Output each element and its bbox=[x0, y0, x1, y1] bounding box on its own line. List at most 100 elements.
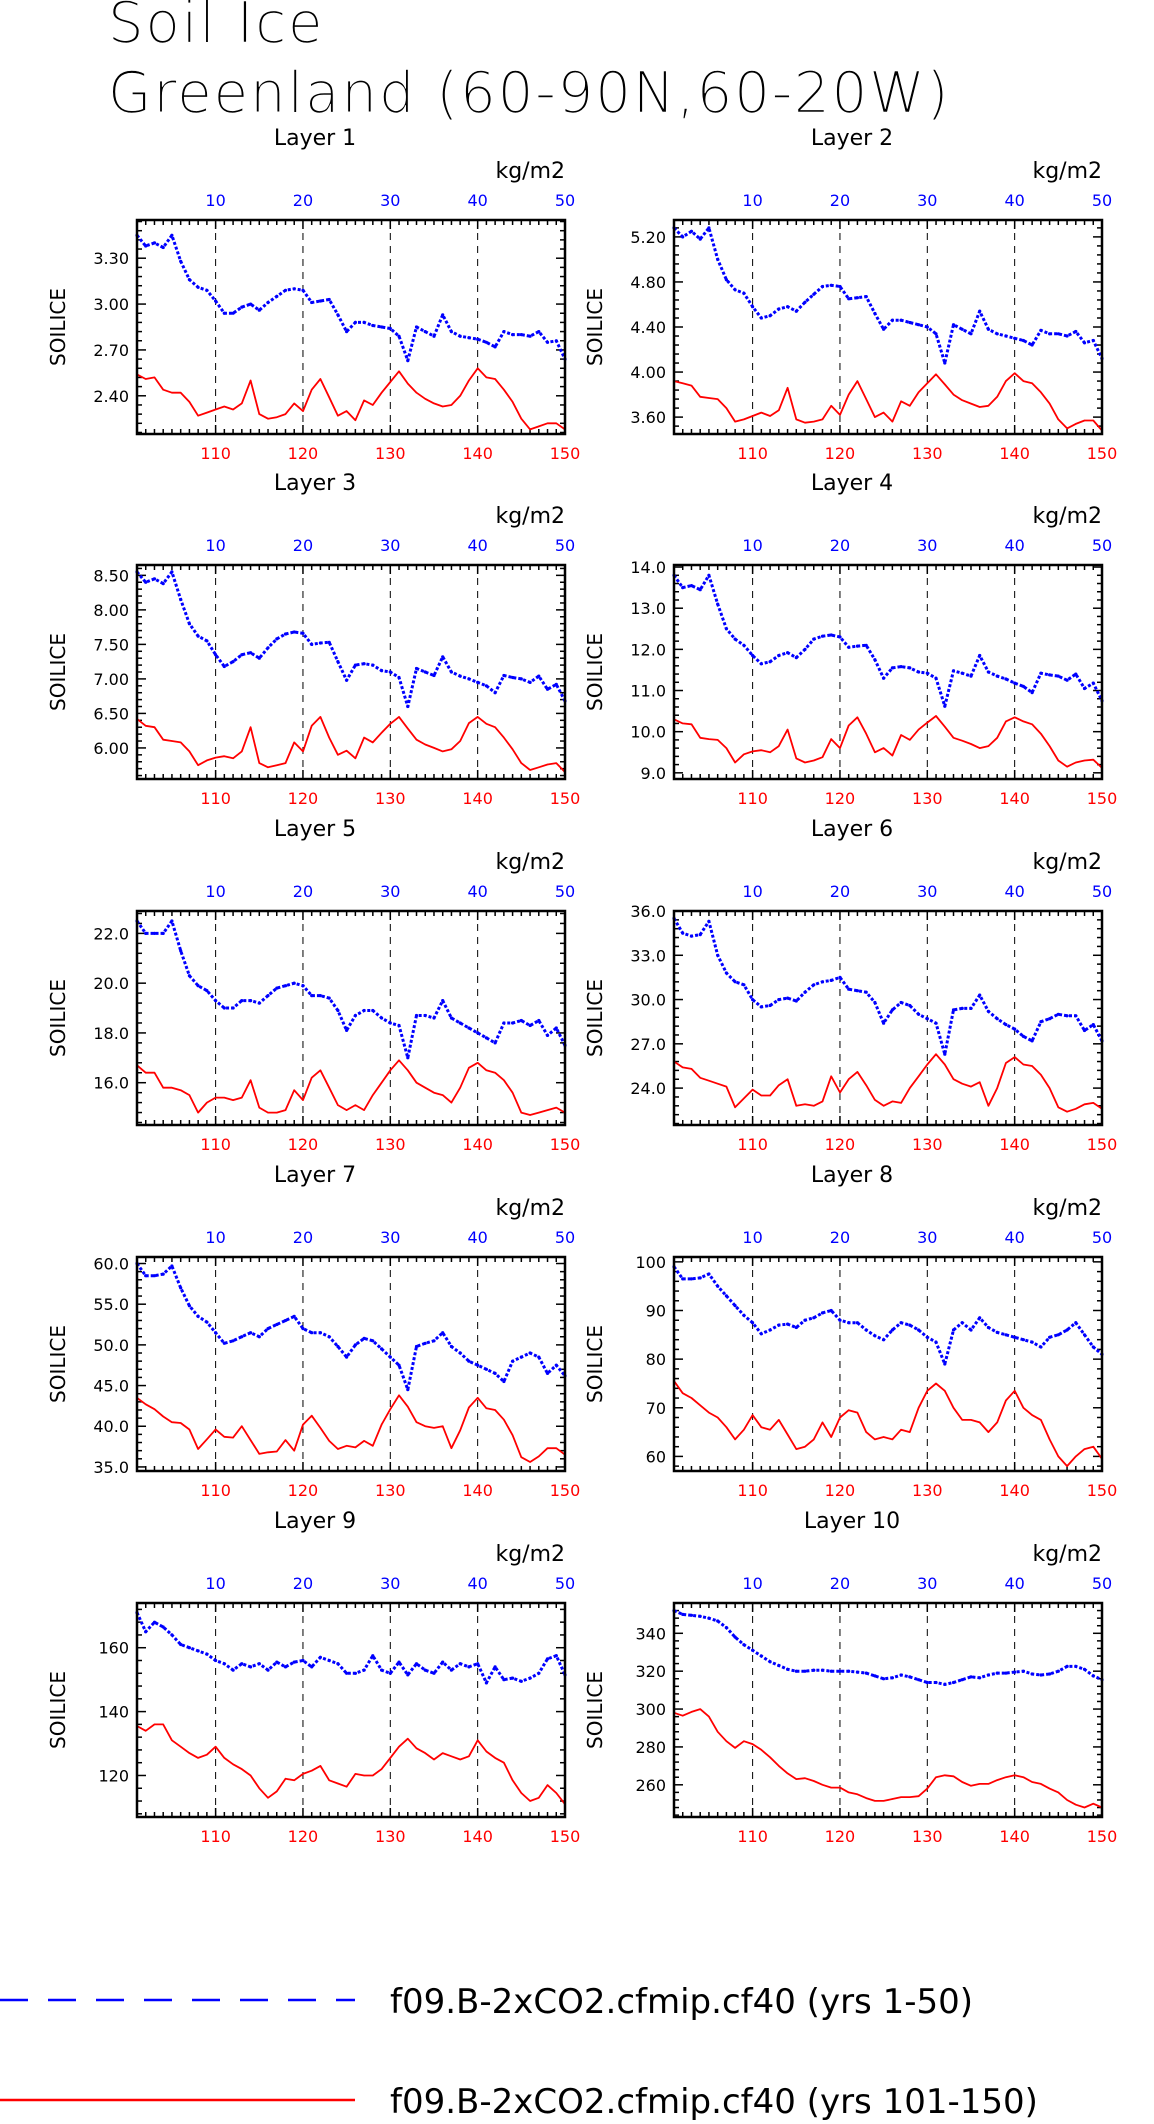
data-point-layer3-first-45 bbox=[519, 677, 523, 681]
data-point-layer2-first-6 bbox=[716, 257, 720, 261]
data-point-layer7-first-4 bbox=[161, 1272, 165, 1276]
data-point-layer3-first-40 bbox=[476, 680, 480, 685]
data-point-layer3-second-30 bbox=[389, 723, 391, 725]
data-point-layer4-first-30 bbox=[925, 671, 929, 675]
data-point-layer9-second-17 bbox=[276, 1790, 278, 1792]
data-point-layer7-first-11 bbox=[222, 1341, 226, 1345]
data-point-layer5-first-26 bbox=[353, 1013, 357, 1018]
x-top-tick-label-layer7-10: 10 bbox=[205, 1228, 225, 1247]
data-point-layer2-second-16 bbox=[804, 422, 806, 424]
data-point-layer3-second-24 bbox=[337, 754, 339, 756]
x-tick-label-layer5-120: 120 bbox=[288, 1135, 319, 1154]
data-point-layer3-second-6 bbox=[180, 741, 182, 744]
data-point-layer9-second-30 bbox=[389, 1757, 391, 1759]
data-point-layer6-second-14 bbox=[787, 1078, 789, 1080]
data-point-layer3-first-3 bbox=[152, 577, 157, 581]
data-point-layer6-first-37 bbox=[986, 1009, 991, 1014]
data-point-layer1-first-34 bbox=[423, 330, 427, 334]
data-point-layer7-second-19 bbox=[293, 1450, 295, 1452]
data-point-layer6-second-16 bbox=[804, 1103, 806, 1105]
data-point-layer5-first-32 bbox=[406, 1056, 410, 1060]
data-point-layer5-second-2 bbox=[145, 1072, 147, 1074]
data-point-layer5-first-35 bbox=[432, 1016, 436, 1020]
data-point-layer5-first-28 bbox=[371, 1008, 375, 1013]
data-point-layer9-second-18 bbox=[284, 1778, 287, 1780]
data-point-layer7-first-15 bbox=[257, 1335, 261, 1339]
data-point-layer8-first-45 bbox=[1056, 1333, 1060, 1337]
data-point-layer1-second-22 bbox=[319, 378, 321, 380]
data-point-layer10-second-35 bbox=[970, 1785, 972, 1787]
x-top-tick-label-layer1-50: 50 bbox=[555, 191, 575, 210]
x-top-tick-label-layer4-30: 30 bbox=[917, 536, 937, 555]
data-point-layer7-second-36 bbox=[442, 1425, 444, 1427]
data-point-layer6-first-3 bbox=[689, 934, 694, 938]
data-point-layer5-second-46 bbox=[529, 1114, 531, 1116]
data-point-layer7-second-24 bbox=[337, 1448, 339, 1450]
data-point-layer2-first-20 bbox=[838, 284, 842, 289]
x-tick-label-layer2-140: 140 bbox=[999, 444, 1030, 463]
data-point-layer9-second-35 bbox=[433, 1758, 435, 1761]
data-point-layer4-second-31 bbox=[935, 715, 937, 717]
data-point-layer2-first-49 bbox=[1091, 338, 1095, 343]
data-point-layer3-second-20 bbox=[302, 750, 304, 753]
data-point-layer9-first-23 bbox=[327, 1658, 331, 1663]
data-point-layer8-second-9 bbox=[743, 1429, 745, 1431]
data-point-layer1-first-21 bbox=[310, 300, 314, 305]
y-tick-label-layer9-1: 140 bbox=[98, 1703, 129, 1722]
data-point-layer4-first-49 bbox=[1091, 681, 1095, 685]
data-point-layer7-first-28 bbox=[371, 1339, 375, 1343]
y-tick-label-layer2-2: 4.40 bbox=[630, 318, 666, 337]
data-point-layer1-first-37 bbox=[449, 330, 453, 334]
panel-grid: Layer 1 kg/m2 SOILICE 110 120 130 140 150 10 20 30… bbox=[46, 126, 1117, 1846]
data-point-layer6-first-41 bbox=[1021, 1034, 1025, 1038]
data-point-layer6-first-42 bbox=[1030, 1039, 1034, 1043]
data-point-layer9-first-5 bbox=[170, 1633, 174, 1637]
data-point-layer10-first-17 bbox=[812, 1668, 816, 1672]
x-tick-label-layer1-150: 150 bbox=[550, 444, 581, 463]
data-point-layer1-second-25 bbox=[346, 410, 348, 412]
data-point-layer9-second-13 bbox=[241, 1768, 243, 1770]
data-point-layer6-first-22 bbox=[855, 989, 860, 993]
data-point-layer2-first-37 bbox=[986, 327, 991, 331]
data-point-layer7-second-16 bbox=[267, 1451, 269, 1453]
data-point-layer9-second-33 bbox=[415, 1747, 418, 1749]
data-point-layer4-first-39 bbox=[1004, 677, 1008, 681]
x-top-tick-label-layer9-40: 40 bbox=[467, 1574, 487, 1593]
data-point-layer9-first-49 bbox=[554, 1654, 558, 1658]
data-point-layer4-first-44 bbox=[1048, 673, 1052, 677]
data-point-layer6-first-15 bbox=[794, 999, 798, 1003]
x-top-tick-label-layer8-40: 40 bbox=[1004, 1228, 1024, 1247]
data-point-layer10-first-3 bbox=[689, 1613, 694, 1617]
y-tick-label-layer1-0: 2.40 bbox=[93, 387, 129, 406]
x-top-tick-label-layer9-20: 20 bbox=[293, 1574, 313, 1593]
data-point-layer1-first-11 bbox=[222, 311, 226, 315]
data-point-layer10-second-25 bbox=[883, 1800, 885, 1802]
data-point-layer8-second-10 bbox=[752, 1414, 754, 1416]
data-point-layer5-first-2 bbox=[144, 931, 148, 936]
data-point-layer2-second-8 bbox=[734, 421, 736, 423]
data-point-layer2-second-24 bbox=[874, 416, 876, 418]
data-point-layer9-first-35 bbox=[432, 1671, 436, 1675]
data-point-layer6-second-44 bbox=[1049, 1087, 1051, 1089]
data-point-layer4-second-34 bbox=[961, 740, 963, 742]
data-point-layer9-first-24 bbox=[336, 1662, 340, 1666]
data-point-layer9-second-42 bbox=[494, 1757, 496, 1759]
data-point-layer1-first-23 bbox=[327, 297, 331, 302]
data-point-layer2-second-34 bbox=[961, 399, 963, 401]
data-point-layer10-second-21 bbox=[848, 1791, 850, 1793]
data-point-layer9-second-32 bbox=[407, 1738, 409, 1740]
data-point-layer8-second-24 bbox=[874, 1438, 876, 1440]
data-point-layer2-second-9 bbox=[743, 418, 745, 420]
x-top-tick-label-layer9-50: 50 bbox=[555, 1574, 575, 1593]
data-point-layer3-second-4 bbox=[162, 739, 164, 741]
series-line-layer9-second bbox=[136, 1723, 566, 1805]
data-point-layer6-second-21 bbox=[848, 1078, 850, 1080]
data-point-layer6-first-12 bbox=[768, 1003, 772, 1008]
data-point-layer1-first-8 bbox=[196, 285, 200, 289]
data-point-layer10-first-48 bbox=[1082, 1667, 1087, 1671]
data-point-layer3-first-26 bbox=[353, 663, 357, 667]
panel-title-layer1: Layer 1 bbox=[274, 126, 356, 151]
data-point-layer9-first-20 bbox=[301, 1658, 305, 1663]
data-point-layer9-first-8 bbox=[196, 1649, 200, 1653]
data-point-layer8-first-8 bbox=[733, 1304, 737, 1308]
